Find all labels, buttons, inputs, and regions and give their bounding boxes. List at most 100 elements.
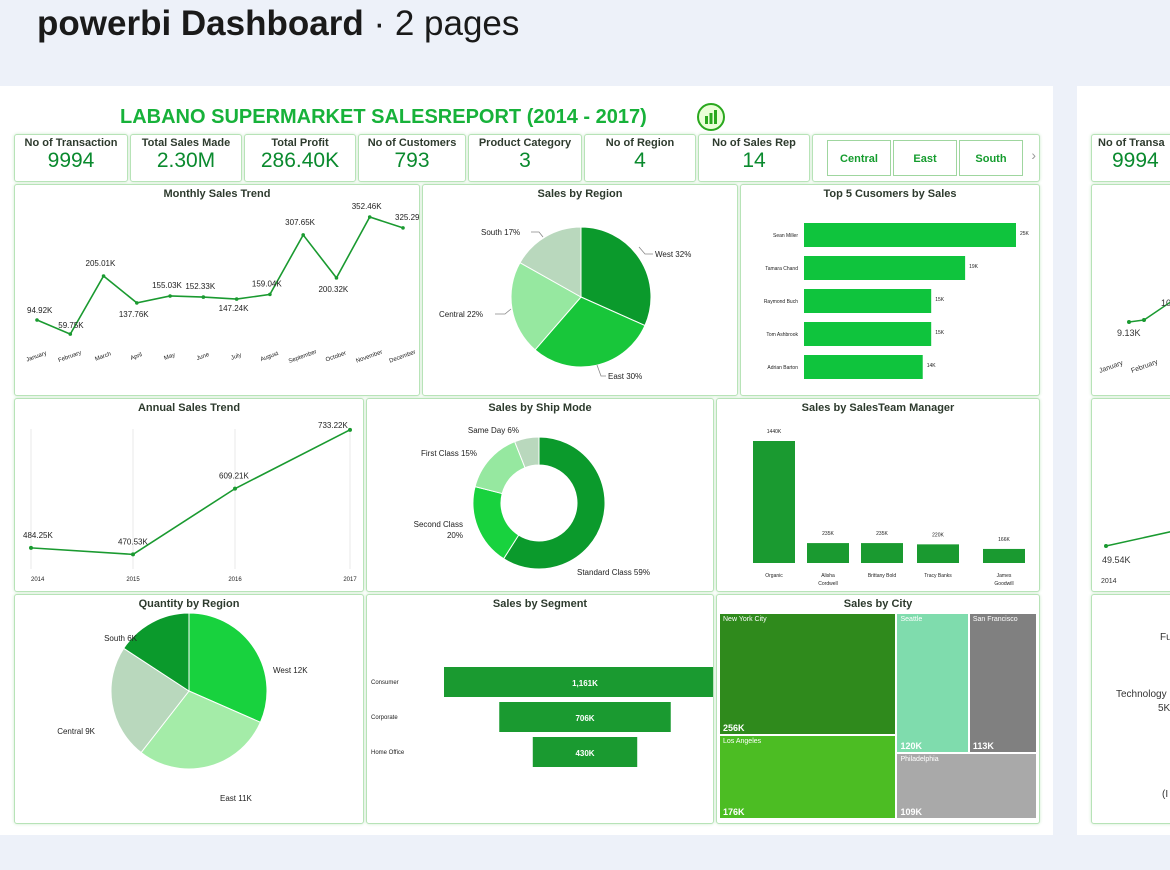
data-label: 152.33K [185, 282, 215, 291]
data-point [234, 297, 239, 301]
funnel-bar [499, 702, 671, 732]
annual-sales-trend-chart[interactable]: Annual Sales Trend 484.25K 2014 470.53K 2015… [14, 398, 364, 592]
bar-value: 25K [1020, 231, 1030, 237]
funnel-value: 1,161K [572, 679, 598, 688]
treemap-cell[interactable]: Philadelphia 109K [896, 753, 1037, 819]
customer-name: Adrian Barton [767, 365, 798, 371]
segment-name: Corporate [371, 715, 398, 721]
data-point [35, 318, 39, 322]
peek-line-svg: 10.2 9.13K January February [1098, 298, 1170, 375]
kpi-label: Total Sales Made [141, 137, 231, 149]
leader-line [638, 246, 653, 255]
month-tick: April [130, 352, 143, 362]
peek-annual-line [1105, 531, 1170, 547]
data-point [367, 215, 372, 219]
peek-line [1128, 301, 1170, 323]
dashboard-header: powerbi Dashboard · 2 pages [37, 4, 519, 44]
month-tick: December [389, 350, 417, 365]
kpi-card: No of Transaction 9994 [14, 134, 128, 182]
slicer-option[interactable]: South [959, 140, 1023, 176]
bar-value: 1440K [767, 429, 782, 435]
report-page-1[interactable]: LABANO SUPERMARKET SALESREPORT (2014 - 2… [0, 86, 1053, 835]
data-point [29, 545, 33, 550]
funnel-value: 706K [575, 714, 594, 723]
slice-label: Central 22% [439, 310, 483, 319]
data-point [168, 294, 172, 298]
data-point [268, 292, 272, 297]
city-name: Philadelphia [900, 756, 939, 764]
quantity-by-region-chart[interactable]: Quantity by Region West 12K East 11K Centra… [14, 594, 364, 824]
pie-slice [123, 612, 190, 692]
month-tick: October [325, 351, 347, 364]
data-label: 205.01K [86, 259, 116, 268]
manager-name: James [997, 573, 1012, 579]
bar [804, 256, 966, 280]
slicer-option[interactable]: Central [827, 140, 891, 176]
kpi-label: No of Sales Rep [712, 137, 796, 149]
treemap-cell[interactable]: Los Angeles 176K [719, 735, 897, 819]
slice-label: East 11K [220, 794, 253, 803]
data-label: 307.65K [285, 218, 315, 227]
monthly-sales-trend-svg: 94.92K January 59.75K February 205.01K March 1… [26, 202, 420, 365]
bar [807, 543, 849, 563]
year-tick: 2017 [343, 577, 357, 583]
kpi-value: 2.30M [156, 149, 216, 172]
top-customers-chart[interactable]: Top 5 Cusomers by Sales Sean Miller 25K Tam… [740, 184, 1040, 396]
data-label: 609.21K [219, 472, 249, 481]
leader-line [495, 308, 512, 315]
region-slicer[interactable]: Central East South › [812, 134, 1040, 182]
funnel-bar [532, 737, 638, 767]
treemap-cell[interactable]: Seattle 120K [896, 613, 969, 754]
kpi-label: Total Profit [271, 137, 329, 149]
slice-label: Standard Class 59% [577, 568, 650, 577]
data-label: 352.46K [352, 202, 382, 211]
sales-by-city-chart[interactable]: Sales by City New York City 256K Los Angele… [716, 594, 1040, 824]
month-tick: January [26, 351, 48, 364]
leader-line [531, 231, 544, 238]
bar-value: 15K [935, 297, 945, 303]
peek-label: 9.13K [1117, 328, 1141, 338]
slice-label: 20% [447, 531, 463, 540]
sales-by-ship-mode-chart[interactable]: Sales by Ship Mode Standard Class 59% Seco… [366, 398, 714, 592]
treemap-cell[interactable]: New York City 256K [719, 613, 897, 736]
sales-by-manager-svg: 1440K Organic 235K Alisha Cordwell 235K Britta… [753, 429, 1025, 587]
data-label: 325.29K [395, 213, 420, 222]
customer-name: Tamara Chand [765, 266, 798, 272]
customer-name: Tom Ashbrook [766, 332, 798, 338]
chart-title: Sales by Segment [492, 598, 588, 610]
city-value: 120K [900, 741, 922, 752]
sales-by-manager-chart[interactable]: Sales by SalesTeam Manager 1440K Organic 23… [716, 398, 1040, 592]
peek-label: 10.2 [1161, 298, 1170, 308]
city-value: 256K [723, 723, 745, 734]
sales-by-segment-chart[interactable]: Sales by Segment 1,161K Consumer 706K Corpor… [366, 594, 714, 824]
treemap-cell[interactable]: San Francisco 113K [968, 613, 1037, 754]
city-name: Los Angeles [723, 738, 762, 746]
kpi-value: 4 [634, 149, 646, 172]
bar [804, 223, 1016, 247]
monthly-sales-trend-chart[interactable]: Monthly Sales Trend 94.92K January 59.75K Fe… [14, 184, 420, 396]
city-value: 109K [900, 806, 922, 817]
slicer-option[interactable]: East [893, 140, 957, 176]
city-name: San Francisco [972, 616, 1018, 623]
month-tick: February [58, 350, 83, 364]
slice-label: West 32% [655, 250, 691, 259]
slice-label: First Class 15% [421, 449, 477, 458]
data-label: 470.53K [118, 537, 148, 546]
bar [804, 322, 932, 346]
report-page-2-preview[interactable]: No of Transa 9994 10.2 9.13K January Feb… [1077, 86, 1170, 835]
month-tick: March [94, 351, 112, 362]
peek-annual-chart: 49.54K 2014 [1091, 398, 1170, 592]
manager-name: Cordwell [818, 581, 837, 587]
data-point [401, 226, 405, 230]
annual-sales-trend-svg: 484.25K 2014 470.53K 2015 609.21K 2016 733.22K… [23, 421, 357, 583]
donut-slice [502, 436, 606, 570]
slicer-next-arrow[interactable]: › [1031, 147, 1036, 163]
data-label: 200.32K [318, 285, 348, 294]
peek-annual-label: 49.54K [1102, 555, 1131, 565]
data-label: 59.75K [58, 321, 84, 330]
peek-point [1142, 318, 1146, 322]
kpi-value: 9994 [47, 149, 95, 172]
sales-by-region-chart[interactable]: Sales by Region West 32% East 30% Central 2… [422, 184, 738, 396]
peek-cat-value: 5K [1158, 703, 1170, 714]
kpi-value: 286.40K [260, 149, 340, 172]
